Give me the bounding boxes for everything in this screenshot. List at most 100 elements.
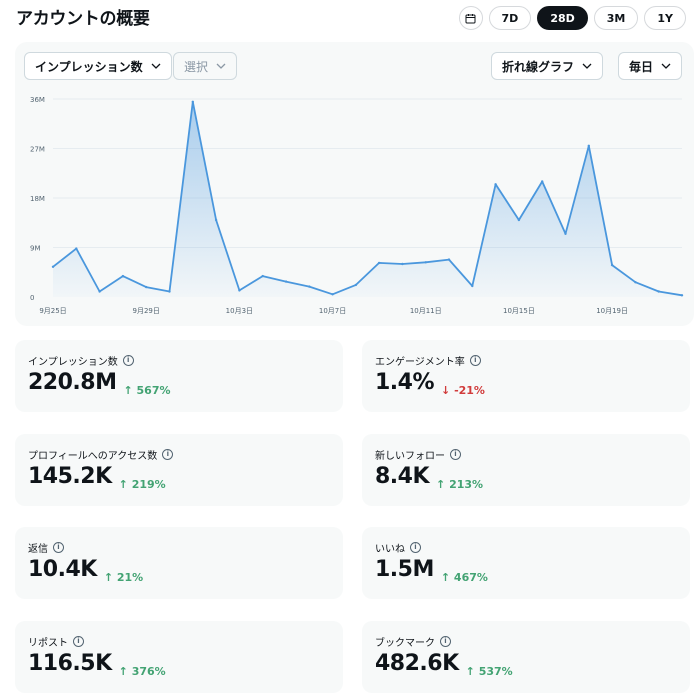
data-point [494, 183, 497, 186]
metric-change: ↑ 213% [436, 478, 483, 491]
info-icon[interactable]: i [73, 636, 84, 647]
data-point [308, 285, 311, 288]
metric-label-text: エンゲージメント率 [375, 357, 465, 368]
range-3m-button[interactable]: 3M [593, 6, 639, 30]
metric-change: ↑ 467% [441, 571, 488, 584]
metric-card[interactable]: 返信 i 10.4K ↑ 21% [15, 527, 343, 599]
chevron-down-icon [151, 63, 161, 69]
data-point [331, 293, 334, 296]
chevron-down-icon [216, 63, 226, 69]
info-icon[interactable]: i [410, 542, 421, 553]
metric-change-value: 567% [136, 384, 171, 397]
info-icon[interactable]: i [469, 355, 481, 366]
metric-change: ↑ 219% [119, 478, 166, 491]
metric-change: ↑ 567% [123, 384, 170, 397]
data-point [377, 261, 381, 265]
page-title: アカウントの概要 [16, 9, 150, 29]
data-point [564, 232, 567, 235]
x-tick-label: 10月7日 [319, 307, 346, 315]
metric-change-value: 21% [116, 571, 144, 584]
calendar-button[interactable] [458, 6, 483, 30]
data-point [634, 281, 637, 284]
x-tick-label: 10月11日 [410, 307, 442, 315]
data-point [517, 218, 521, 222]
metric-change: ↑ 21% [104, 571, 143, 584]
data-point [98, 290, 101, 293]
arrow-up-icon: ↑ [440, 571, 454, 584]
x-tick-label: 10月15日 [503, 307, 535, 315]
impressions-chart: 0 9M 18M 27M 36M 9月25日 9月29日 10月3日 10月7日 10月11日 10… [30, 96, 684, 315]
arrow-up-icon: ↑ [436, 478, 450, 491]
metric-card[interactable]: 新しいフォロー i 8.4K ↑ 213% [362, 434, 690, 506]
range-1y-button[interactable]: 1Y [644, 6, 686, 30]
y-tick-label: 18M [30, 195, 45, 203]
metric-value: 8.4K [375, 464, 430, 489]
info-icon[interactable]: i [450, 449, 461, 460]
data-point [51, 265, 55, 268]
chart-type-dropdown-label: 折れ線グラフ [501, 59, 574, 74]
data-point [471, 284, 474, 288]
metric-change: ↓ -21% [441, 384, 485, 397]
metric-card[interactable]: プロフィールへのアクセス数 i 145.2K ↑ 219% [15, 434, 343, 506]
metric-label-text: リポスト [28, 638, 68, 649]
date-range-selector: 7D 28D 3M 1Y [458, 6, 686, 30]
metric-card[interactable]: リポスト i 116.5K ↑ 376% [15, 621, 343, 693]
compare-dropdown-label: 選択 [184, 59, 209, 74]
arrow-down-icon: ↓ [441, 384, 455, 397]
metric-value: 10.4K [28, 557, 97, 582]
y-tick-label: 0 [30, 294, 34, 302]
data-point [680, 294, 684, 297]
info-icon[interactable]: i [162, 449, 174, 460]
metric-dropdown-label: インプレッション数 [35, 59, 143, 74]
metric-label-text: 新しいフォロー [375, 451, 445, 462]
metric-change: ↑ 376% [119, 665, 166, 678]
info-icon[interactable]: i [440, 636, 451, 647]
metric-change-value: 467% [453, 571, 488, 584]
chevron-down-icon [661, 63, 671, 69]
data-point [191, 100, 194, 103]
arrow-up-icon: ↑ [118, 478, 132, 491]
data-point [587, 144, 590, 147]
data-point [354, 283, 358, 287]
metric-change-value: 219% [131, 478, 166, 491]
data-point [214, 218, 218, 222]
metric-value: 116.5K [28, 651, 112, 676]
series-line [52, 100, 683, 297]
arrow-up-icon: ↑ [103, 571, 117, 584]
metric-card[interactable]: インプレッション数 i 220.8M ↑ 567% [15, 340, 343, 412]
metric-card[interactable]: いいね i 1.5M ↑ 467% [362, 527, 690, 599]
metric-value: 220.8M [28, 370, 117, 395]
data-point [238, 289, 241, 292]
metric-label: 返信 i [28, 540, 64, 555]
data-point [610, 263, 614, 267]
metric-label-text: ブックマーク [375, 638, 435, 649]
y-tick-label: 36M [30, 96, 45, 104]
info-icon[interactable]: i [122, 355, 134, 366]
metric-label: エンゲージメント率 i [375, 353, 481, 368]
metric-label-text: 返信 [28, 544, 48, 555]
data-point [261, 274, 264, 278]
info-icon[interactable]: i [53, 542, 64, 553]
metric-label: 新しいフォロー i [375, 447, 461, 462]
compare-dropdown[interactable]: 選択 [173, 52, 238, 80]
metric-card[interactable]: エンゲージメント率 i 1.4% ↓ -21% [362, 340, 690, 412]
metric-change-value: -21% [454, 384, 485, 397]
metric-change-value: 537% [478, 665, 513, 678]
metric-value: 482.6K [375, 651, 459, 676]
data-point [168, 290, 171, 293]
range-28d-button[interactable]: 28D [537, 6, 588, 30]
range-7d-button[interactable]: 7D [488, 6, 532, 30]
y-tick-label: 9M [30, 245, 41, 253]
metric-label-text: プロフィールへのアクセス数 [28, 451, 158, 462]
arrow-up-icon: ↑ [465, 665, 479, 678]
chart-type-dropdown[interactable]: 折れ線グラフ [490, 52, 603, 80]
metric-change: ↑ 537% [466, 665, 513, 678]
interval-dropdown[interactable]: 毎日 [617, 52, 682, 80]
x-tick-label: 10月19日 [596, 307, 628, 315]
data-point [401, 262, 404, 266]
arrow-up-icon: ↑ [123, 384, 137, 397]
metric-card[interactable]: ブックマーク i 482.6K ↑ 537% [362, 621, 690, 693]
metric-label: リポスト i [28, 634, 84, 649]
metric-label-text: いいね [375, 544, 405, 555]
metric-dropdown[interactable]: インプレッション数 [24, 52, 172, 80]
